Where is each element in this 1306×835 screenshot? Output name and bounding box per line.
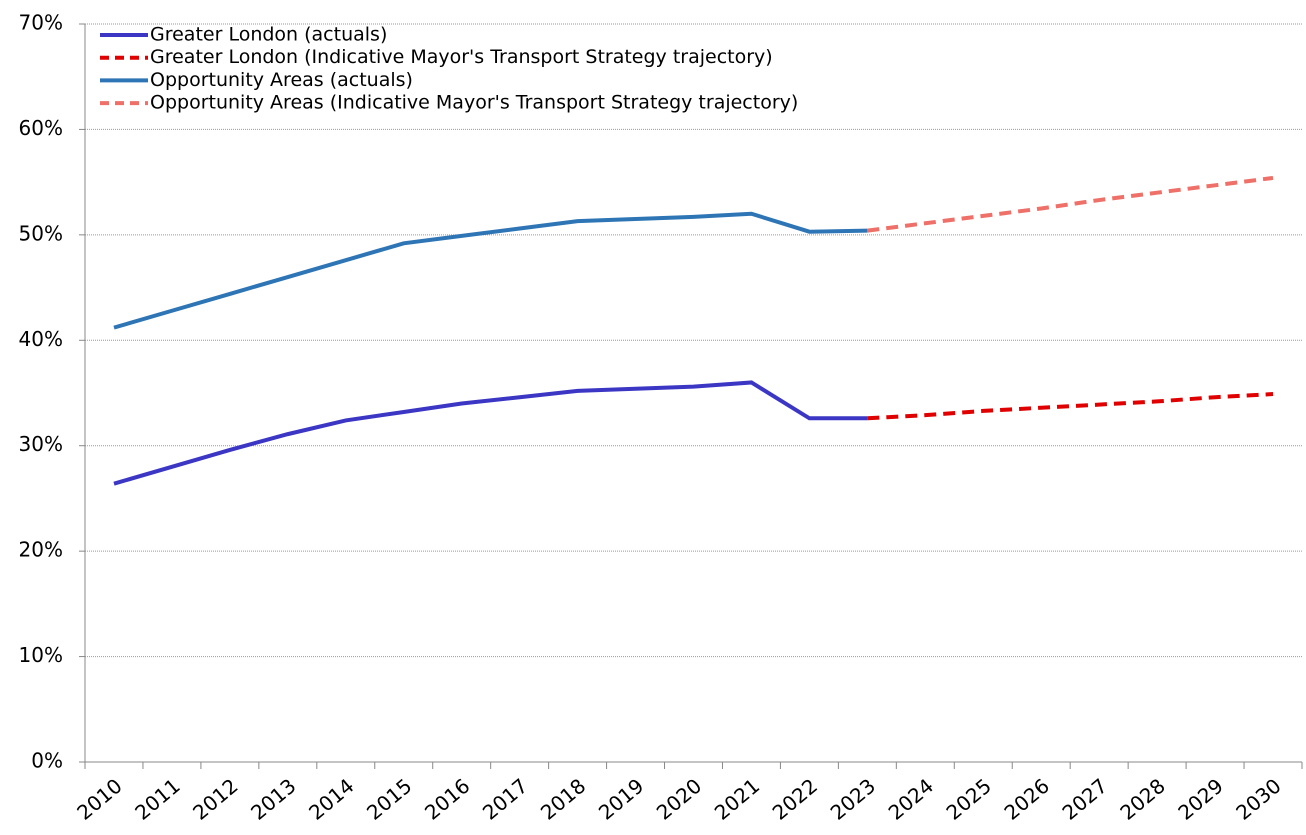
legend-label: Greater London (Indicative Mayor's Trans… <box>150 46 773 68</box>
x-tick-label: 2026 <box>1000 774 1054 825</box>
y-tick-label: 50% <box>19 221 63 245</box>
x-tick-label: 2012 <box>188 774 242 825</box>
x-tick-label: 2010 <box>72 774 126 825</box>
x-tick-label: 2021 <box>710 774 764 825</box>
x-tick-label: 2024 <box>884 774 938 825</box>
x-tick-label: 2018 <box>536 774 590 825</box>
y-tick-label: 10% <box>19 643 63 667</box>
x-tick-label: 2022 <box>768 774 822 825</box>
x-tick-label: 2016 <box>420 774 474 825</box>
series-line <box>867 392 1274 421</box>
legend-label: Greater London (actuals) <box>150 24 387 46</box>
x-tick-label: 2013 <box>246 774 300 825</box>
y-tick-label: 30% <box>19 432 63 456</box>
y-tick-label: 20% <box>19 538 63 562</box>
x-tick-label: 2020 <box>652 774 706 825</box>
x-tick-label: 2019 <box>594 774 648 825</box>
x-tick-label: 2030 <box>1231 774 1285 825</box>
series-line <box>113 380 868 486</box>
x-tick-label: 2029 <box>1173 774 1227 825</box>
x-tick-label: 2023 <box>826 774 880 825</box>
legend-label: Opportunity Areas (actuals) <box>150 69 413 91</box>
x-tick-label: 2025 <box>942 774 996 825</box>
x-tick-label: 2028 <box>1115 774 1169 825</box>
x-tick-label: 2015 <box>362 774 416 825</box>
series-line <box>113 211 868 330</box>
y-tick-label: 40% <box>19 327 63 351</box>
legend-label: Opportunity Areas (Indicative Mayor's Tr… <box>150 92 798 114</box>
y-tick-label: 70% <box>19 11 63 35</box>
y-tick-label: 60% <box>19 116 63 140</box>
x-tick-label: 2027 <box>1057 774 1111 825</box>
x-tick-label: 2011 <box>130 774 184 825</box>
x-tick-label: 2014 <box>304 774 358 825</box>
y-tick-label: 0% <box>31 749 63 773</box>
x-tick-label: 2017 <box>478 774 532 825</box>
series-line <box>867 175 1274 233</box>
